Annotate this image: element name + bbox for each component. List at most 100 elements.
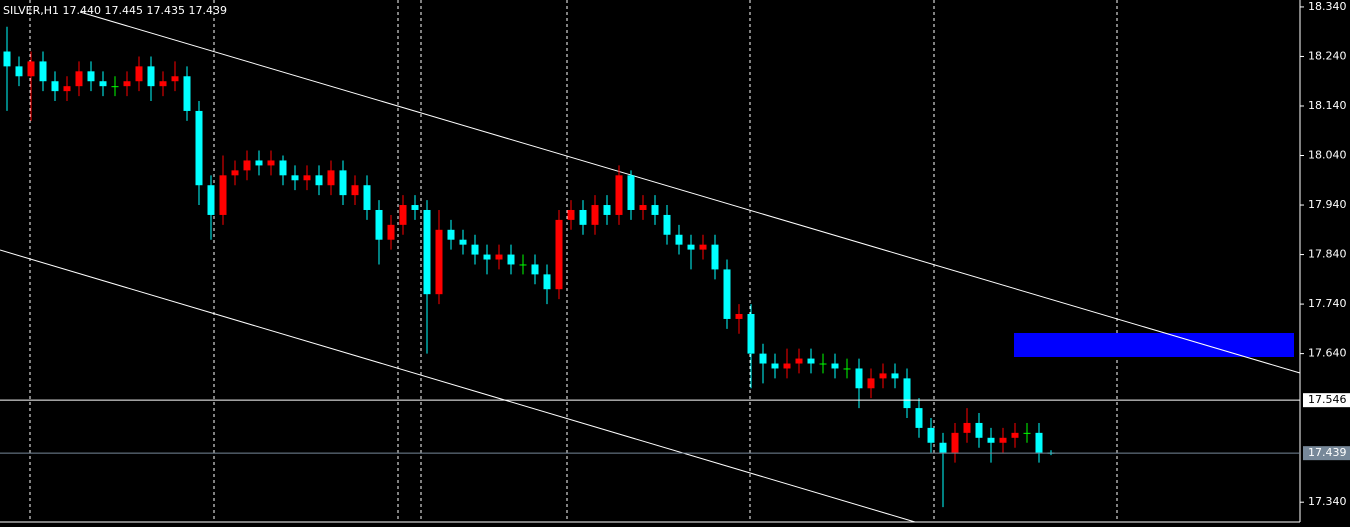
candle-body [351,185,359,196]
candle-body [411,205,419,210]
candle-body [255,160,263,166]
candle-body [975,422,983,438]
candle-body [651,205,659,215]
candle-body [843,368,851,370]
candle-body [939,442,947,453]
candle-body [171,76,179,82]
plot-area [3,26,1055,508]
candle-body [15,66,23,77]
zone-rectangle [1014,333,1294,357]
candle-body [639,205,647,210]
candle-body [831,363,839,369]
y-tick-label: 17.640 [1308,347,1347,360]
candle-body [759,353,767,364]
candle-body [543,274,551,290]
y-tick-label: 17.340 [1308,495,1347,508]
candle-body [999,437,1007,443]
y-tick-label: 18.140 [1308,99,1347,112]
y-tick-label: 17.940 [1308,198,1347,211]
candle-body [423,209,431,295]
candle-body [1023,432,1031,434]
candle-body [459,239,467,245]
candle-body [771,363,779,369]
candle-body [783,363,791,369]
candle-body [159,81,167,87]
chart-title: SILVER,H1 17.440 17.445 17.435 17.439 [3,4,227,17]
candle-body [555,219,563,290]
candle-body [39,61,47,82]
candle-body [399,205,407,225]
candle-body [147,66,155,87]
y-tick-label: 17.840 [1308,248,1347,261]
candle-body [867,378,875,389]
candle-body [591,205,599,225]
candle-body [363,185,371,210]
candle-body [315,175,323,186]
price-level-label: 17.439 [1308,446,1347,459]
candle-body [987,437,995,443]
candle-body [279,160,287,176]
candle-body [1035,432,1043,453]
candle-body [231,170,239,176]
channel-lower [0,249,916,523]
price-level-tag [1303,446,1350,461]
candle-body [663,214,671,235]
candle-body [435,229,443,295]
candle-body [471,244,479,255]
channel-upper [79,11,1301,374]
candle-body [507,254,515,265]
candle-body [1011,432,1019,438]
y-tick-label: 18.240 [1308,49,1347,62]
day-separators [29,0,1118,522]
candle-body [699,244,707,250]
candle-body [531,264,539,275]
candle-body [207,185,215,215]
candle-body [927,427,935,443]
candle-body [87,71,95,82]
candle-body [855,368,863,389]
candle-body [891,373,899,379]
price-level-label: 17.546 [1308,393,1347,406]
candle-body [615,175,623,215]
candle-body [687,244,695,250]
candle-body [123,81,131,87]
candle-body [675,234,683,245]
candle-body [723,269,731,319]
candle-body [387,224,395,240]
candle-body [243,160,251,171]
candle-body [135,66,143,82]
candle-body [567,209,575,220]
candle-body [375,209,383,240]
candle-body [303,175,311,181]
candle-body [735,313,743,319]
candle-body [99,81,107,87]
candle-body [291,175,299,181]
candle-body [75,71,83,87]
candle-body [339,170,347,196]
candle-body [579,209,587,225]
candle-body [963,422,971,433]
candle-body [879,373,887,379]
candle-body [483,254,491,260]
candle-body [63,86,71,92]
candle-body [447,229,455,240]
candle-body [747,313,755,354]
candle-body [27,61,35,77]
candle-body [267,160,275,166]
candle-body [327,170,335,186]
candle-body [603,205,611,215]
candle-body [903,378,911,409]
candle-body [795,358,803,364]
candle-body [111,86,119,88]
y-tick-label: 17.740 [1308,297,1347,310]
candle-body [711,244,719,270]
price-level-tag [1303,393,1350,408]
candle-body [3,51,11,67]
candle-body [951,432,959,453]
candle-body [183,76,191,111]
candle-body [195,110,203,186]
candle-body [807,358,815,364]
candle-body [819,363,827,365]
candle-body [627,175,635,210]
